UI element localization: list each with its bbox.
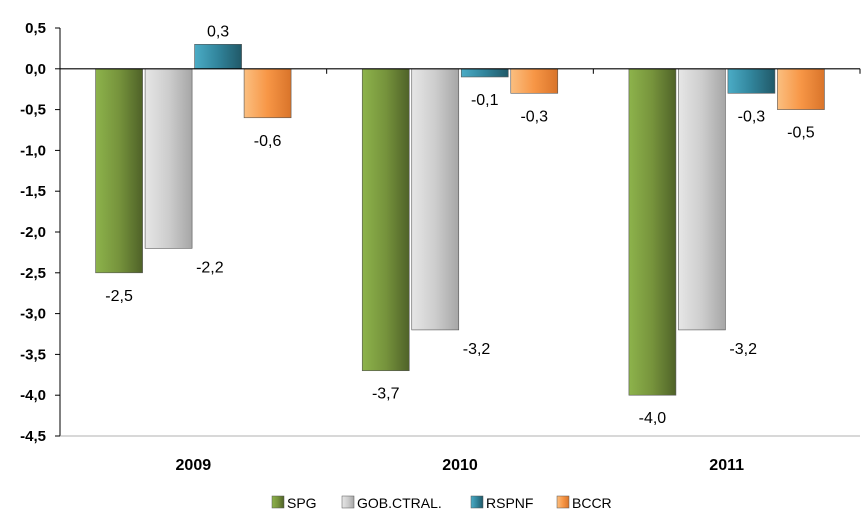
bar-spg-2011 [628, 68, 677, 396]
legend-item-spg: SPG [271, 495, 317, 510]
data-label: -0,3 [738, 108, 766, 125]
y-tick-label: 0,5 [25, 20, 46, 37]
data-labels-layer: -2,5 -2,2 0,3 -0,6 -3,7 -3,2 -0,1 -0,3 -4,0 -3,2 -… [105, 23, 815, 427]
legend-item-rspnf: RSPNF [470, 495, 533, 510]
data-label: -2,2 [196, 259, 224, 276]
bar-bccr-2011 [777, 68, 825, 110]
data-label: -0,1 [471, 92, 499, 109]
bar-rspnf-2009 [194, 44, 242, 70]
y-tick-label: -3,0 [20, 306, 46, 323]
bar-rspnf-2011 [727, 68, 776, 94]
y-tick-label: -4,5 [20, 428, 46, 445]
legend-label: BCCR [572, 495, 612, 510]
bars-layer [95, 44, 825, 396]
legend-swatch [341, 495, 355, 509]
x-tick-label: 2010 [442, 457, 478, 474]
y-tick-label: -0,5 [20, 102, 46, 119]
bar-spg-2010 [361, 68, 410, 372]
data-label: -3,2 [729, 341, 757, 358]
legend-label: SPG [287, 495, 317, 510]
data-label: -2,5 [105, 288, 133, 305]
data-label: -0,6 [254, 133, 282, 150]
axes-layer: 0,5 0,0 -0,5 -1,0 -1,5 -2,0 -2,5 -3,0 -3,5 -4,0 -4… [20, 20, 861, 474]
legend-label: GOB.CTRAL. [357, 495, 442, 510]
legend: SPG GOB.CTRAL. RSPNF BCCR [271, 495, 612, 510]
data-label: -0,5 [787, 125, 815, 142]
bar-gob-ctral-2009 [144, 68, 193, 249]
y-tick-label: -4,0 [20, 387, 46, 404]
x-tick-label: 2009 [176, 457, 212, 474]
data-label: -3,7 [372, 386, 400, 403]
legend-swatch [271, 495, 285, 509]
data-label: -4,0 [639, 410, 667, 427]
legend-item-gob-ctral: GOB.CTRAL. [341, 495, 442, 510]
data-label: -3,2 [463, 341, 491, 358]
bar-bccr-2010 [510, 68, 559, 94]
bar-spg-2009 [95, 68, 143, 274]
bar-gob-ctral-2011 [678, 68, 726, 331]
y-tick-label: -3,5 [20, 346, 46, 363]
legend-swatch [556, 495, 570, 509]
y-tick-label: -1,0 [20, 142, 46, 159]
x-tick-label: 2011 [709, 457, 744, 474]
bar-bccr-2009 [243, 68, 292, 119]
legend-item-bccr: BCCR [556, 495, 612, 510]
y-tick-label: -2,0 [20, 224, 46, 241]
bar-gob-ctral-2010 [411, 68, 460, 331]
y-tick-label: -2,5 [20, 265, 46, 282]
bar-rspnf-2010 [460, 68, 509, 78]
data-label: 0,3 [207, 23, 229, 40]
legend-swatch [470, 495, 484, 509]
y-tick-label: -1,5 [20, 183, 46, 200]
data-label: -0,3 [520, 108, 548, 125]
y-tick-label: 0,0 [25, 61, 46, 78]
legend-label: RSPNF [486, 495, 533, 510]
